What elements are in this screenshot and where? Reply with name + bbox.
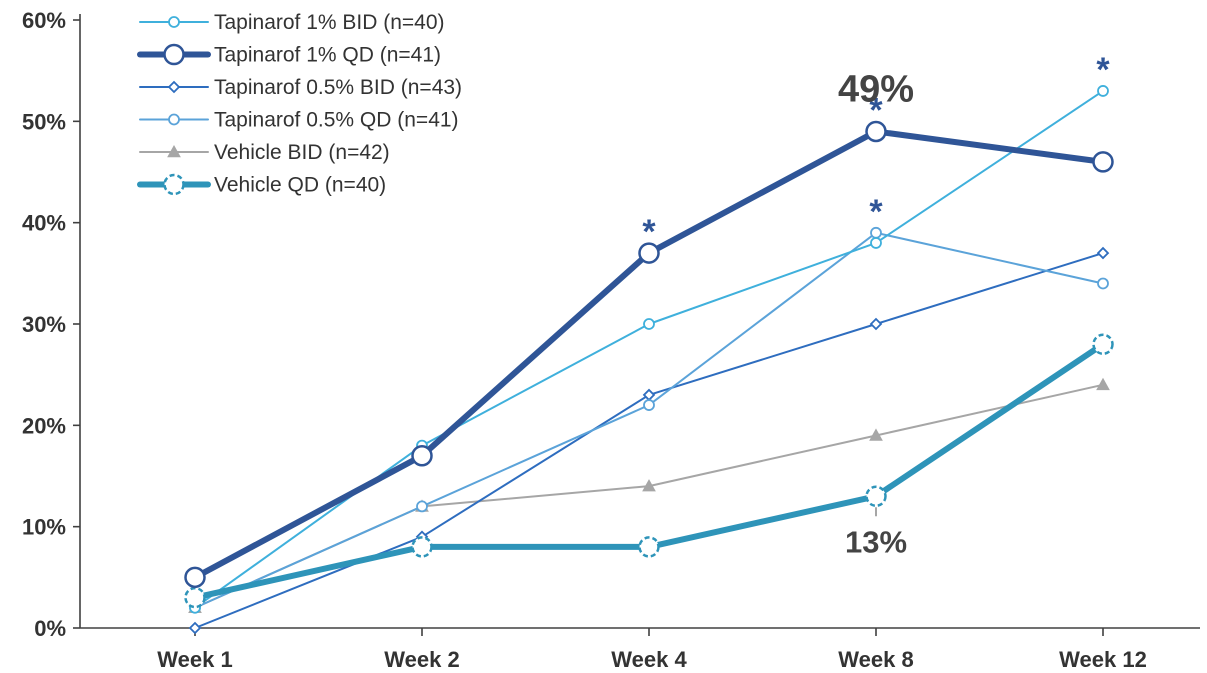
legend-label: Tapinarof 1% QD (n=41) [214,44,441,67]
series-1 [189,85,1109,614]
legend-label: Tapinarof 0.5% BID (n=43) [214,76,462,99]
y-tick-label: 10% [22,515,66,540]
data-point [1096,377,1110,391]
data-point [184,586,206,609]
callout-label: 13% [845,524,907,559]
data-point [643,399,655,411]
data-point [865,485,887,508]
y-tick-label: 40% [22,211,66,236]
data-point [642,479,656,492]
data-point [416,500,428,513]
data-point [184,566,206,589]
data-point [869,428,883,441]
significance-asterisk: * [642,213,656,251]
x-tick-label: Week 4 [611,647,687,672]
y-tick-label: 60% [22,8,66,33]
x-tick-label: Week 12 [1059,647,1147,672]
x-tick-label: Week 1 [157,647,232,672]
legend-item: Tapinarof 0.5% QD (n=41) [139,109,459,132]
annotation-layer: ****49%13% [642,51,1110,559]
y-tick-label: 20% [22,413,66,438]
legend-marker [168,113,180,126]
legend-item: Vehicle BID (n=42) [139,141,390,164]
series-line [192,341,1106,601]
series-2 [184,120,1114,589]
legend-item: Tapinarof 1% BID (n=40) [139,11,445,34]
axes: 0% 10% 20% 30% 40% 50% 60% Week 1 Week 2 Week 4 We… [22,8,1200,672]
x-tick-label: Week 8 [838,647,913,672]
data-point [643,318,655,330]
data-point [638,536,660,558]
data-point [411,536,433,558]
data-point [1097,85,1109,97]
legend-item: Vehicle QD (n=40) [137,173,386,197]
legend-marker [163,43,185,66]
series-3 [188,246,1110,635]
x-tick-label: Week 2 [384,647,459,672]
significance-asterisk: * [1096,51,1110,89]
data-point [188,621,202,635]
series-line [194,89,1104,609]
legend-label: Tapinarof 0.5% QD (n=41) [214,109,459,132]
series-layer [184,85,1114,635]
y-tick-label: 50% [22,109,66,134]
data-point [1092,151,1114,173]
legend-item: Tapinarof 1% QD (n=41) [137,43,441,67]
y-tick-label: 30% [22,312,66,337]
data-point [1096,246,1110,260]
legend-label: Vehicle QD (n=40) [214,174,386,197]
y-tick-label: 0% [34,616,66,641]
data-point [1092,333,1114,356]
legend: Tapinarof 1% BID (n=40) Tapinarof 1% QD (… [137,11,462,197]
series-6 [184,333,1114,609]
data-point [642,388,656,402]
data-point [865,120,887,143]
data-point [870,237,882,249]
legend-marker [167,144,181,158]
legend-item: Tapinarof 0.5% BID (n=43) [139,76,462,99]
legend-marker [168,16,180,28]
data-point [638,242,660,264]
data-point [411,444,433,467]
series-line [194,252,1104,629]
series-5 [188,377,1110,614]
legend-marker [163,173,185,196]
data-point [869,317,883,331]
legend-label: Tapinarof 1% BID (n=40) [214,11,445,34]
significance-asterisk: * [869,193,883,231]
callout-label: 49% [838,68,914,110]
legend-label: Vehicle BID (n=42) [214,141,390,164]
significance-asterisk: * [869,91,883,129]
data-point [1097,277,1109,290]
legend-marker [167,80,181,94]
